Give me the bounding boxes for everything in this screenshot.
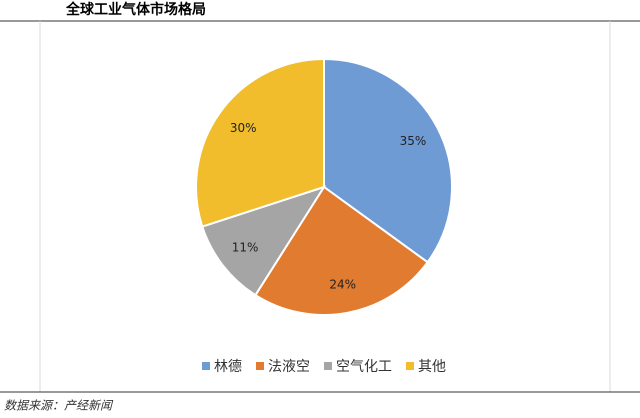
pie-slice xyxy=(254,185,429,316)
legend-label: 空气化工 xyxy=(336,359,392,375)
data-label: 30% xyxy=(230,121,257,135)
legend-marker xyxy=(202,362,210,370)
legend-label: 法液空 xyxy=(268,359,310,375)
legend-marker xyxy=(324,362,332,370)
pie-slice xyxy=(195,57,325,228)
data-label: 24% xyxy=(329,278,356,292)
chart-title: 全球工业气体市场格局 xyxy=(65,1,206,18)
pie-slice xyxy=(201,185,327,297)
pie-slice xyxy=(323,57,453,264)
legend-label: 其他 xyxy=(418,359,446,375)
data-label: 35% xyxy=(400,134,427,148)
legend-marker xyxy=(256,362,264,370)
source-note: 数据来源：产经新闻 xyxy=(4,399,114,413)
legend-marker xyxy=(406,362,414,370)
data-label: 11% xyxy=(232,241,259,255)
legend-label: 林德 xyxy=(214,359,242,375)
